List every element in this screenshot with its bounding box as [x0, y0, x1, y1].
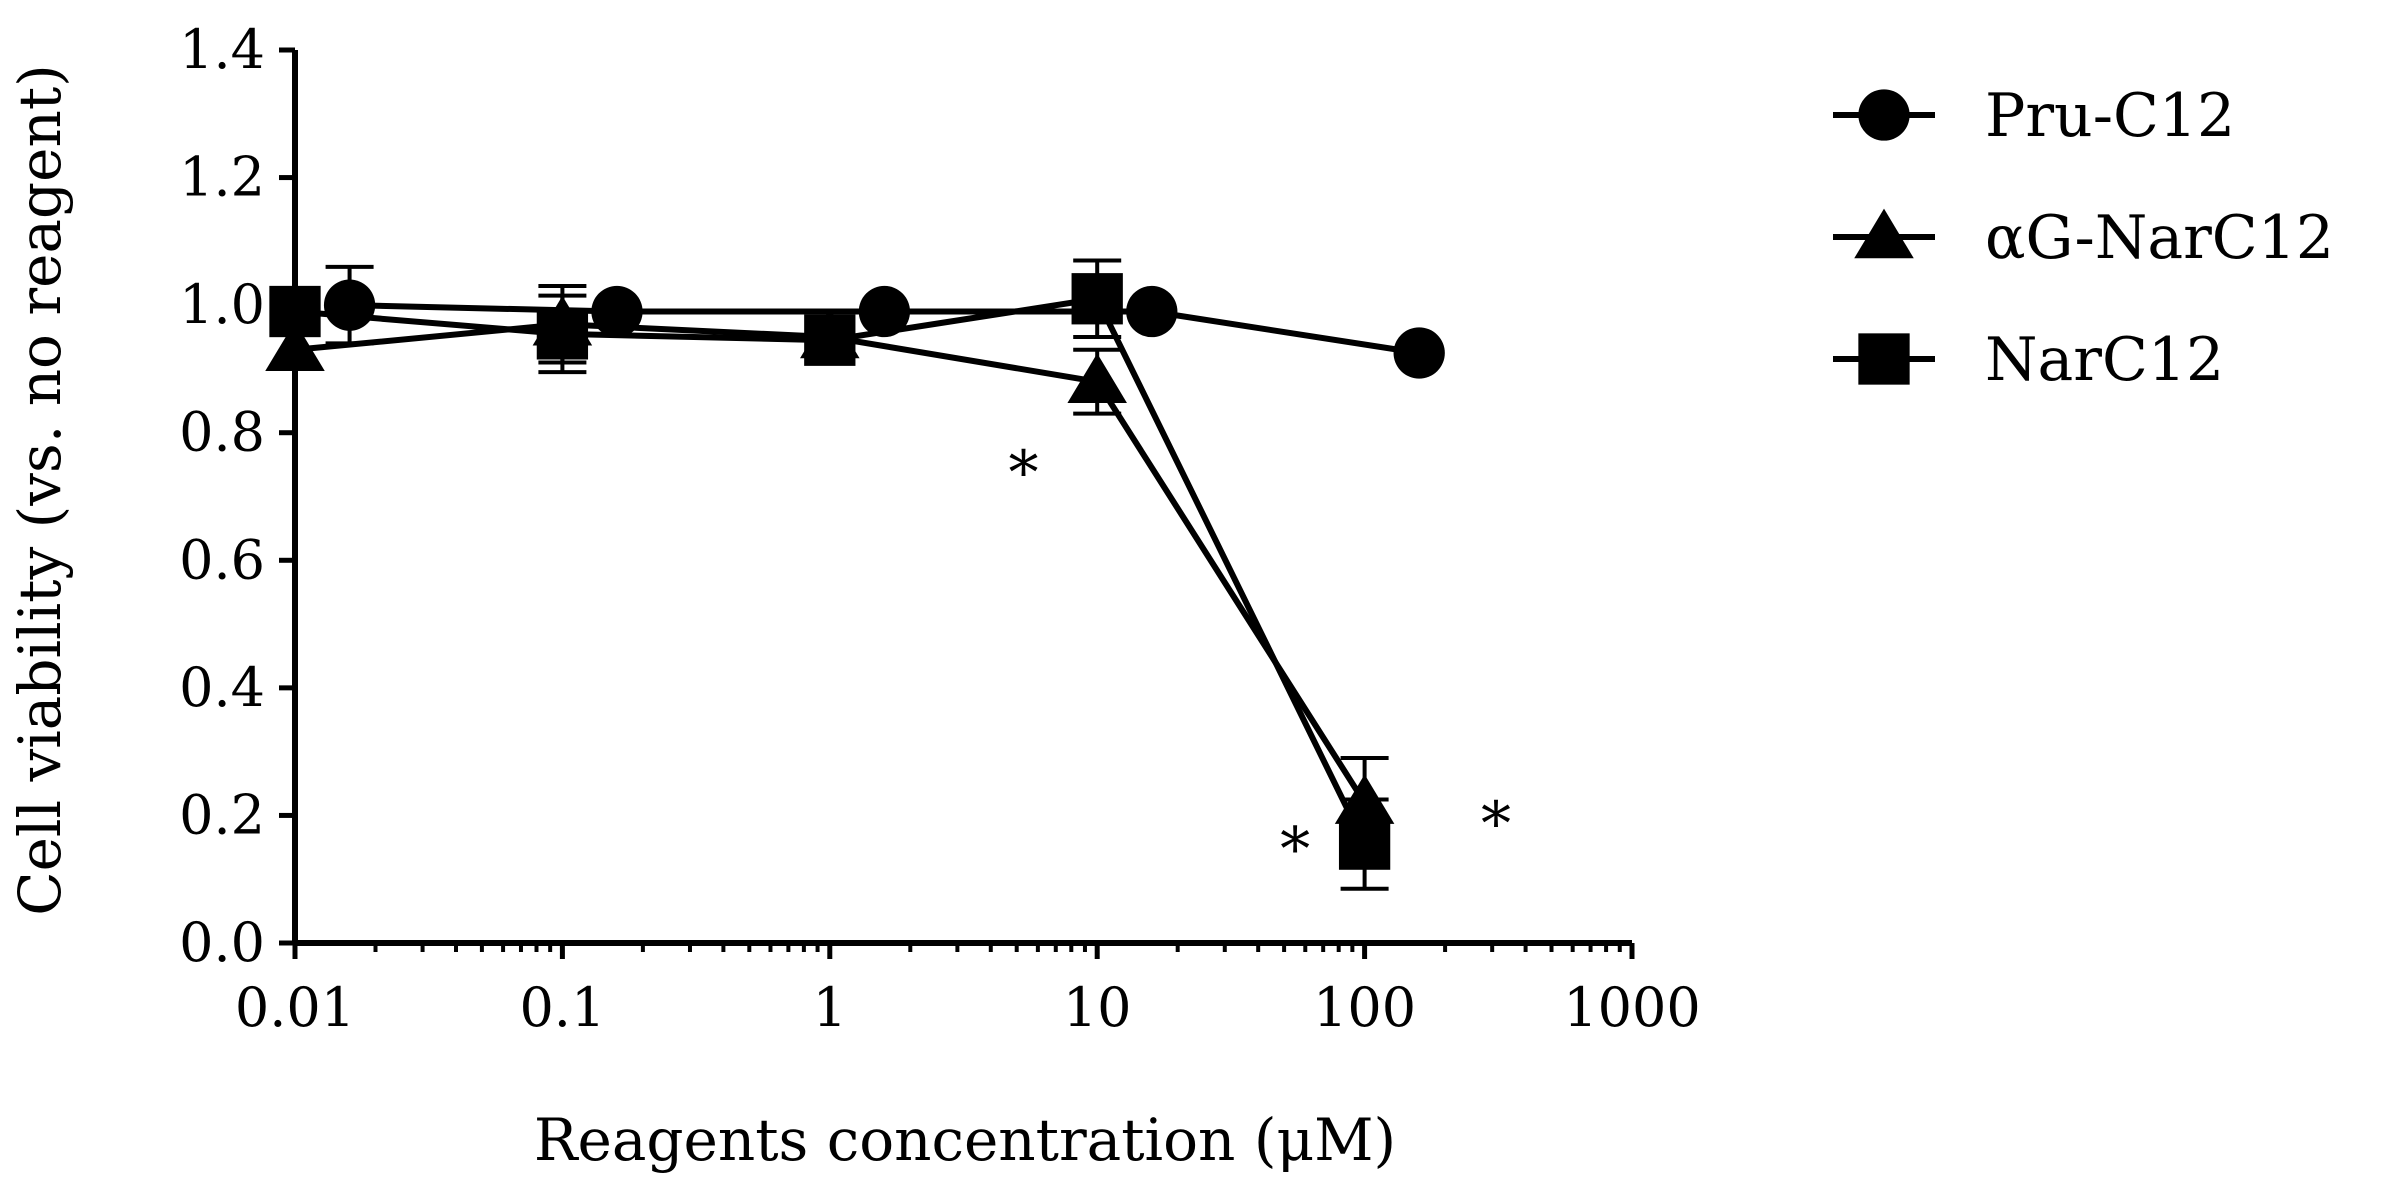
annotations: * * * — [1008, 438, 1511, 884]
y-tick-label: 0.0 — [179, 911, 265, 974]
x-tick-label: 1 — [813, 976, 847, 1039]
data-point — [323, 279, 376, 331]
significance-marker: * — [1008, 438, 1038, 508]
major-ticks — [279, 47, 1635, 959]
data-point — [858, 285, 911, 338]
axes — [292, 50, 1632, 946]
data-point — [1067, 353, 1127, 403]
y-tick-label: 1.4 — [179, 18, 265, 81]
data-point — [269, 285, 321, 338]
data-point — [536, 308, 589, 360]
x-tick-label: 1000 — [1563, 976, 1700, 1039]
x-tick-label: 100 — [1313, 976, 1416, 1039]
legend: Pru-C12 αG-NarC12 NarC12 — [1833, 81, 2334, 395]
y-axis-title: Cell viability (vs. no reagent) — [6, 64, 74, 916]
legend-item: Pru-C12 — [1833, 81, 2235, 151]
series-layer — [265, 258, 1445, 891]
data-point — [265, 321, 325, 372]
x-tick-label: 0.01 — [235, 976, 355, 1039]
series-0 — [323, 264, 1445, 379]
data-point — [1338, 818, 1391, 870]
x-tick-label: 0.1 — [519, 976, 605, 1039]
significance-marker: * — [1481, 789, 1511, 859]
y-tick-label: 0.6 — [179, 528, 265, 591]
series-1 — [265, 284, 1395, 850]
y-tick-label: 0.4 — [179, 656, 265, 719]
legend-item: αG-NarC12 — [1833, 203, 2334, 273]
legend-label: αG-NarC12 — [1985, 203, 2334, 273]
y-tick-label: 1.2 — [179, 146, 265, 209]
legend-marker — [1854, 208, 1914, 259]
series-line — [294, 295, 1368, 846]
data-point — [1126, 285, 1178, 338]
legend-item: NarC12 — [1833, 325, 2224, 395]
legend-marker — [1858, 89, 1910, 141]
y-tick-label: 1.0 — [179, 273, 265, 336]
y-tick-label: 0.8 — [179, 401, 265, 464]
data-point — [804, 314, 856, 366]
data-point — [1071, 273, 1123, 325]
series-2 — [269, 258, 1391, 891]
tick-labels: 0.01 0.1 1 10 100 1000 0.0 0.2 0.4 0.6 0.8 1.0 1.2 1.… — [179, 18, 1701, 1039]
y-tick-label: 0.2 — [179, 783, 265, 846]
x-axis-title: Reagents concentration (μM) — [534, 1106, 1396, 1174]
legend-marker — [1858, 333, 1910, 385]
x-tick-label: 10 — [1063, 976, 1132, 1039]
significance-marker: * — [1280, 814, 1310, 884]
data-point — [1393, 327, 1445, 379]
minor-ticks — [373, 943, 1622, 952]
series-line — [294, 321, 1368, 805]
legend-label: Pru-C12 — [1985, 81, 2235, 151]
legend-label: NarC12 — [1985, 325, 2224, 395]
